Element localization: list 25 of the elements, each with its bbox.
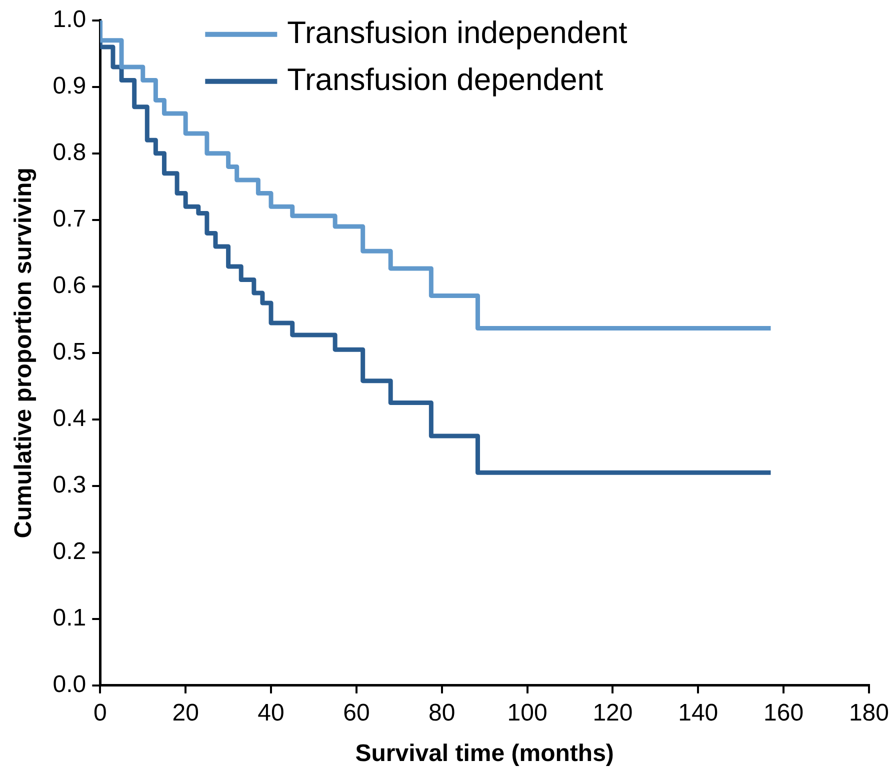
- y-tick-label: 0.9: [52, 72, 86, 100]
- y-tick-label: 0.0: [52, 671, 86, 698]
- x-tick-label: 180: [848, 699, 889, 726]
- x-tick-label: 140: [678, 699, 718, 726]
- x-axis-title: Survival time (months): [355, 740, 614, 768]
- y-tick-label: 0.6: [52, 272, 86, 300]
- y-tick-label: 0.1: [52, 604, 86, 632]
- y-tick-label: 0.3: [52, 472, 86, 499]
- x-tick-label: 120: [592, 699, 633, 726]
- y-tick-label: 0.8: [52, 139, 86, 166]
- x-tick-label: 100: [507, 699, 548, 726]
- y-tick-label: 0.2: [52, 538, 86, 566]
- y-tick-label: 0.7: [52, 206, 86, 233]
- y-tick-label: 0.4: [52, 405, 86, 432]
- y-tick-label: 0.5: [52, 338, 86, 366]
- legend-label: Transfusion dependent: [287, 62, 604, 97]
- x-tick-label: 40: [258, 699, 284, 726]
- x-tick-label: 60: [343, 699, 370, 726]
- y-axis-title: Cumulative proportion surviving: [10, 168, 38, 538]
- legend-label: Transfusion independent: [287, 14, 628, 50]
- x-tick-label: 80: [428, 699, 456, 726]
- x-tick-label: 20: [172, 699, 199, 726]
- x-tick-label: 160: [764, 699, 804, 726]
- x-tick-label: 0: [93, 699, 107, 726]
- y-tick-label: 1.0: [52, 6, 86, 34]
